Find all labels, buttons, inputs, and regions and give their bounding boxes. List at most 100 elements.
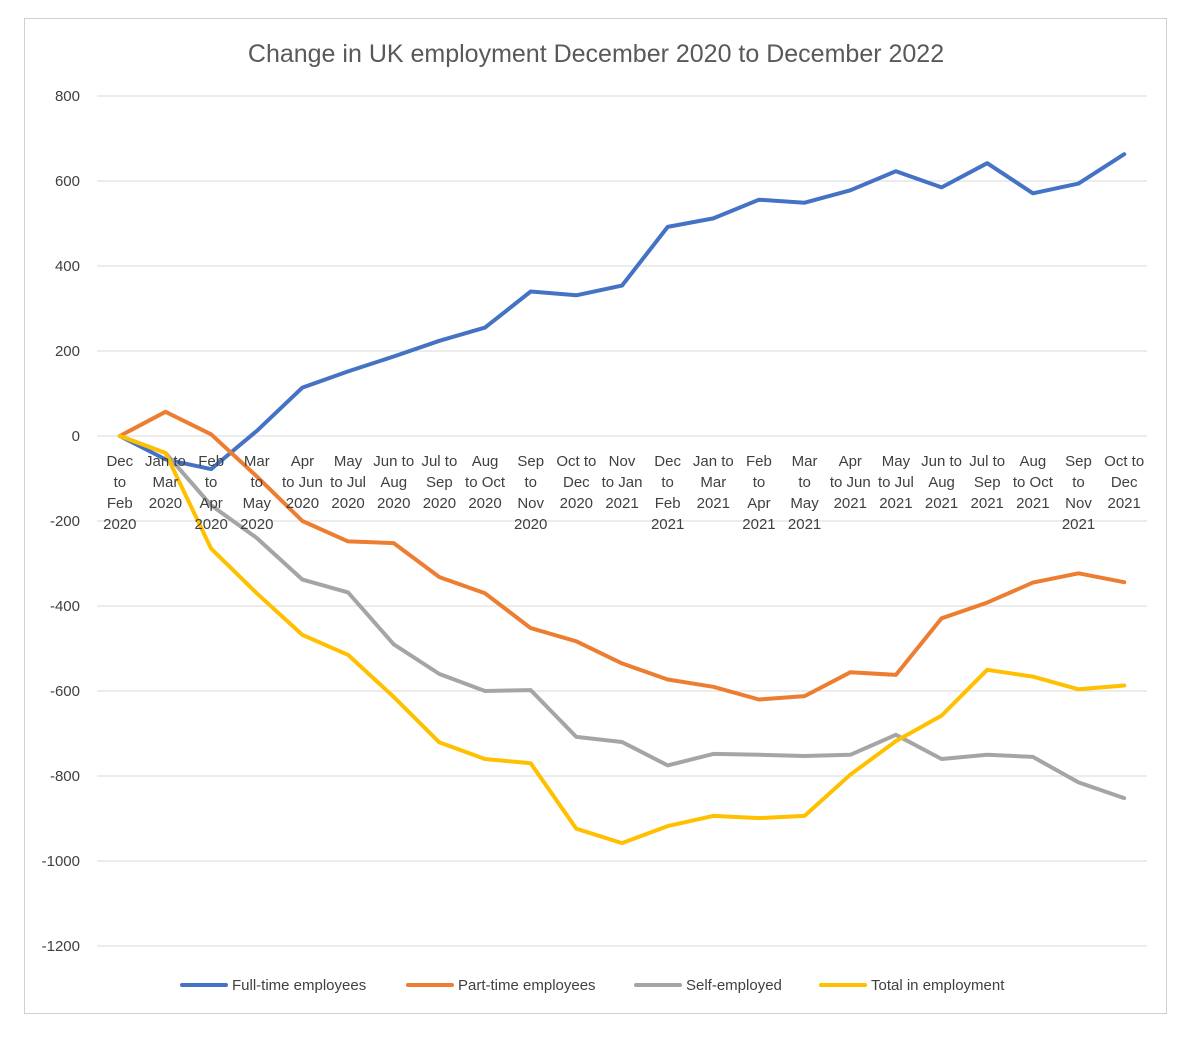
x-tick-label-line: 2020	[377, 495, 410, 512]
x-tick-label-line: May	[882, 453, 911, 470]
x-tick-label: Mar to May 2020	[240, 453, 273, 533]
x-tick-label: Apr to Jun 2021	[830, 453, 871, 512]
x-tick-label-line: Sep	[974, 474, 1001, 491]
y-tick-label: 800	[55, 88, 80, 105]
y-tick-label: -400	[50, 598, 80, 615]
x-tick-label-line: 2021	[925, 495, 958, 512]
x-tick-label-line: 2021	[742, 516, 775, 533]
y-tick-label: -800	[50, 768, 80, 785]
series-line-total-in-employment	[117, 434, 1127, 846]
x-tick-label: Jul to Sep 2020	[421, 453, 457, 512]
x-tick-label-line: Mar	[700, 474, 726, 491]
x-tick-label-line: to	[251, 474, 264, 491]
x-tick-label: Feb to Apr 2020	[194, 453, 227, 533]
x-tick-label-line: May	[790, 495, 819, 512]
x-tick-label-line: to Jul	[878, 474, 914, 491]
x-tick-label-line: May	[243, 495, 272, 512]
x-tick-label-line: to	[753, 474, 766, 491]
legend-label: Total in employment	[871, 977, 1005, 994]
x-tick-label-line: Dec	[1111, 474, 1138, 491]
x-tick-label-line: to	[798, 474, 811, 491]
x-tick-label: Jun to Aug 2020	[373, 453, 414, 512]
x-tick-label-line: 2020	[514, 516, 547, 533]
x-tick-label-line: Dec	[106, 453, 133, 470]
x-tick-label-line: 2021	[651, 516, 684, 533]
x-tick-label-line: Sep	[426, 474, 453, 491]
series-line-full-time-employees	[117, 152, 1127, 472]
x-tick-label: Mar to May 2021	[788, 453, 821, 533]
x-tick-label-line: Jan to	[693, 453, 734, 470]
x-tick-label-line: 2020	[331, 495, 364, 512]
legend-label: Self-employed	[686, 977, 782, 994]
x-tick-label-line: Jul to	[969, 453, 1005, 470]
x-tick-label-line: to Oct	[1013, 474, 1054, 491]
x-tick-label-line: Jun to	[373, 453, 414, 470]
x-tick-label-line: Feb	[655, 495, 681, 512]
x-tick-label-line: Feb	[107, 495, 133, 512]
x-tick-label-line: Aug	[1020, 453, 1047, 470]
x-tick-label: Dec to Feb 2020	[103, 453, 136, 533]
x-tick-label-line: to	[524, 474, 537, 491]
x-tick-label-line: Aug	[380, 474, 407, 491]
y-tick-label: -1200	[42, 938, 80, 955]
x-tick-label-line: Jul to	[421, 453, 457, 470]
x-tick-label: Jan to Mar 2021	[693, 453, 734, 512]
legend: Full-time employees Part-time employees Se…	[180, 977, 1005, 994]
x-tick-label: Dec to Feb 2021	[651, 453, 684, 533]
x-tick-label-line: 2021	[788, 516, 821, 533]
series-lines	[117, 152, 1127, 846]
x-tick-label: Jul to Sep 2021	[969, 453, 1005, 512]
x-tick-label-line: 2020	[149, 495, 182, 512]
x-tick-label: Apr to Jun 2020	[282, 453, 323, 512]
x-tick-label: Sep to Nov 2020	[514, 453, 547, 533]
x-tick-label: Nov to Jan 2021	[602, 453, 643, 512]
x-tick-label-line: Oct to	[556, 453, 596, 470]
x-tick-label-line: 2021	[1062, 516, 1095, 533]
y-tick-label: -600	[50, 683, 80, 700]
x-tick-label-line: 2021	[1016, 495, 1049, 512]
x-tick-label-line: 2021	[834, 495, 867, 512]
x-tick-label-line: Oct to	[1104, 453, 1144, 470]
x-tick-label-line: Nov	[609, 453, 636, 470]
x-tick-label-line: to	[661, 474, 674, 491]
x-tick-label-line: to	[1072, 474, 1085, 491]
x-tick-label-line: Feb	[746, 453, 772, 470]
x-tick-label-line: 2020	[560, 495, 593, 512]
y-tick-label: 400	[55, 258, 80, 275]
series-line-part-time-employees	[117, 409, 1127, 702]
x-tick-label-line: Mar	[792, 453, 818, 470]
x-tick-label-line: Apr	[199, 495, 222, 512]
x-tick-label-line: to Jun	[282, 474, 323, 491]
x-tick-label-line: 2020	[103, 516, 136, 533]
chart-title: Change in UK employment December 2020 to…	[248, 40, 944, 68]
x-tick-label-line: Apr	[291, 453, 314, 470]
x-tick-label-line: 2021	[971, 495, 1004, 512]
x-tick-label-line: 2021	[605, 495, 638, 512]
x-tick-label: Jan to Mar 2020	[145, 453, 186, 512]
y-axis-tick-labels: 800 600 400 200 0 -200 -400 -600 -800 -1000 -1200	[42, 88, 80, 955]
x-tick-label-line: 2021	[697, 495, 730, 512]
x-tick-label-line: Apr	[839, 453, 862, 470]
x-tick-label-line: Mar	[244, 453, 270, 470]
x-tick-label-line: Nov	[517, 495, 544, 512]
x-tick-label-line: to Oct	[465, 474, 506, 491]
x-tick-label-line: Dec	[563, 474, 590, 491]
x-tick-label-line: 2021	[1107, 495, 1140, 512]
x-tick-label-line: 2020	[286, 495, 319, 512]
x-tick-label-line: to	[114, 474, 127, 491]
x-tick-label: Jun to Aug 2021	[921, 453, 962, 512]
y-tick-label: 200	[55, 343, 80, 360]
x-tick-label-line: 2020	[468, 495, 501, 512]
x-tick-label-line: Jan to	[145, 453, 186, 470]
x-tick-label-line: Sep	[517, 453, 544, 470]
x-tick-label-line: Mar	[153, 474, 179, 491]
x-tick-label-line: Jun to	[921, 453, 962, 470]
x-tick-label: Oct to Dec 2020	[556, 453, 596, 512]
x-tick-label-line: Dec	[654, 453, 681, 470]
x-tick-label-line: Nov	[1065, 495, 1092, 512]
x-tick-label: Oct to Dec 2021	[1104, 453, 1144, 512]
x-tick-label-line: to Jun	[830, 474, 871, 491]
legend-label: Part-time employees	[458, 977, 596, 994]
